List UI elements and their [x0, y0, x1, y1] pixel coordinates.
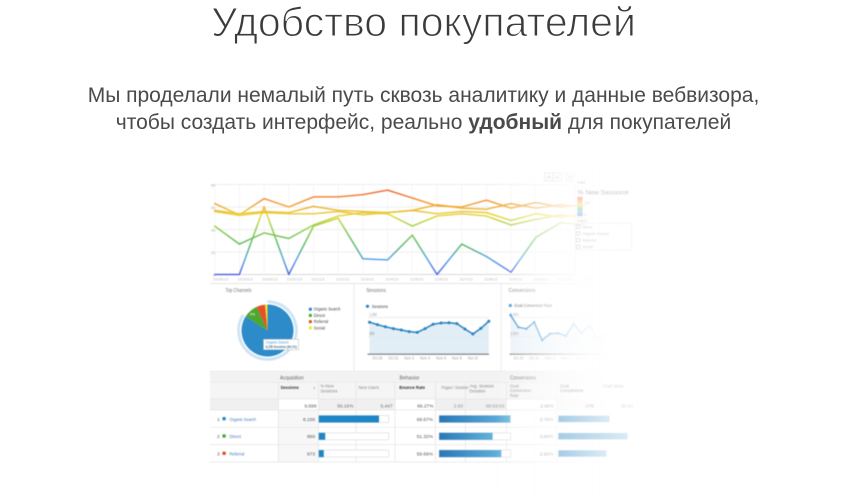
svg-text:40: 40 — [211, 227, 216, 232]
svg-text:$0.00: $0.00 — [621, 403, 633, 409]
svg-text:100: 100 — [584, 201, 590, 205]
svg-text:Avg. Session: Avg. Session — [470, 384, 495, 389]
svg-text:Social: Social — [583, 245, 593, 249]
svg-text:80: 80 — [211, 182, 216, 187]
svg-text:0: 0 — [584, 213, 586, 217]
svg-text:Select: Select — [577, 219, 587, 223]
svg-text:Nov 8: Nov 8 — [452, 356, 463, 361]
svg-text:1,300: 1,300 — [369, 312, 377, 317]
svg-text:Nov 2: Nov 2 — [404, 356, 415, 361]
svg-text:Organic Search: Organic Search — [230, 417, 257, 422]
svg-text:% New: % New — [321, 384, 335, 389]
svg-text:Sessions: Sessions — [366, 288, 386, 294]
svg-text:Referral: Referral — [583, 239, 597, 243]
svg-text:51.32%: 51.32% — [417, 434, 434, 440]
svg-text:10/31/13: 10/31/13 — [287, 276, 303, 281]
svg-text:1: 1 — [217, 417, 220, 423]
svg-text:2.80: 2.80 — [454, 403, 464, 409]
svg-text:11/5/13: 11/5/13 — [410, 276, 424, 281]
svg-text:11/7/13: 11/7/13 — [460, 276, 474, 281]
svg-text:Referral: Referral — [314, 319, 328, 324]
svg-text:Oct 31: Oct 31 — [388, 356, 398, 361]
svg-text:Nov 6: Nov 6 — [436, 356, 447, 361]
svg-text:Referral: Referral — [230, 452, 245, 457]
svg-text:▾: ▾ — [627, 190, 630, 195]
svg-text:Goal Value: Goal Value — [603, 384, 624, 389]
svg-text:Top Channels: Top Channels — [226, 288, 252, 294]
svg-text:56.16%: 56.16% — [337, 403, 354, 409]
svg-text:10/30/13: 10/30/13 — [262, 276, 278, 281]
svg-text:9,699: 9,699 — [304, 403, 316, 409]
svg-text:11/2/13: 11/2/13 — [336, 276, 350, 281]
svg-text:Direct: Direct — [314, 313, 326, 318]
svg-text:11/4/13: 11/4/13 — [385, 276, 399, 281]
svg-text:Behavior: Behavior — [400, 375, 420, 381]
svg-text:10/28/13: 10/28/13 — [213, 276, 229, 281]
svg-text:500: 500 — [369, 331, 374, 336]
svg-text:Organic Search: Organic Search — [266, 341, 289, 345]
svg-text:9%: 9% — [250, 313, 256, 317]
svg-text:Direct: Direct — [230, 434, 242, 439]
svg-text:Organic Search: Organic Search — [314, 307, 341, 312]
svg-text:11/6/13: 11/6/13 — [435, 276, 449, 281]
svg-text:8,156: 8,156 — [303, 417, 315, 423]
svg-text:673: 673 — [307, 452, 315, 458]
svg-text:Color: Color — [577, 181, 586, 185]
svg-text:% New Sessions: % New Sessions — [578, 189, 629, 196]
svg-text:Organic Search: Organic Search — [583, 232, 609, 236]
svg-text:869: 869 — [307, 434, 315, 440]
svg-text:60: 60 — [211, 205, 216, 210]
svg-text:Social: Social — [314, 325, 325, 330]
svg-text:11/1/13: 11/1/13 — [311, 276, 325, 281]
svg-text:Sessions: Sessions — [321, 389, 338, 394]
svg-text:Nov 4: Nov 4 — [420, 356, 431, 361]
svg-text:68.67%: 68.67% — [417, 417, 434, 423]
svg-text:New Users: New Users — [359, 385, 379, 390]
svg-text:Pages / Session: Pages / Session — [442, 385, 470, 390]
svg-text:66.27%: 66.27% — [417, 403, 434, 409]
svg-text:Goal: Goal — [560, 384, 569, 389]
svg-text:3: 3 — [217, 452, 220, 458]
svg-text:5,447: 5,447 — [380, 403, 392, 409]
svg-text:Nov 10: Nov 10 — [468, 356, 478, 361]
svg-text:11/3/13: 11/3/13 — [361, 276, 375, 281]
svg-text:Completions: Completions — [560, 388, 583, 393]
svg-text:↓: ↓ — [313, 385, 315, 390]
svg-text:20: 20 — [211, 250, 216, 255]
svg-text:59.69%: 59.69% — [417, 452, 434, 458]
svg-text:Sessions: Sessions — [372, 304, 388, 309]
svg-text:Acquisition: Acquisition — [280, 375, 304, 381]
svg-text:8,156 Sessions (84.1%): 8,156 Sessions (84.1%) — [266, 345, 297, 349]
svg-text:2: 2 — [217, 434, 220, 440]
svg-text:Bounce Rate: Bounce Rate — [399, 385, 425, 390]
svg-text:Oct 29: Oct 29 — [372, 356, 382, 361]
svg-text:278: 278 — [586, 403, 594, 409]
svg-text:Direct: Direct — [583, 225, 594, 229]
svg-text:10/29/13: 10/29/13 — [237, 276, 253, 281]
svg-text:Sessions: Sessions — [281, 385, 300, 390]
svg-text:Duration: Duration — [470, 389, 486, 394]
